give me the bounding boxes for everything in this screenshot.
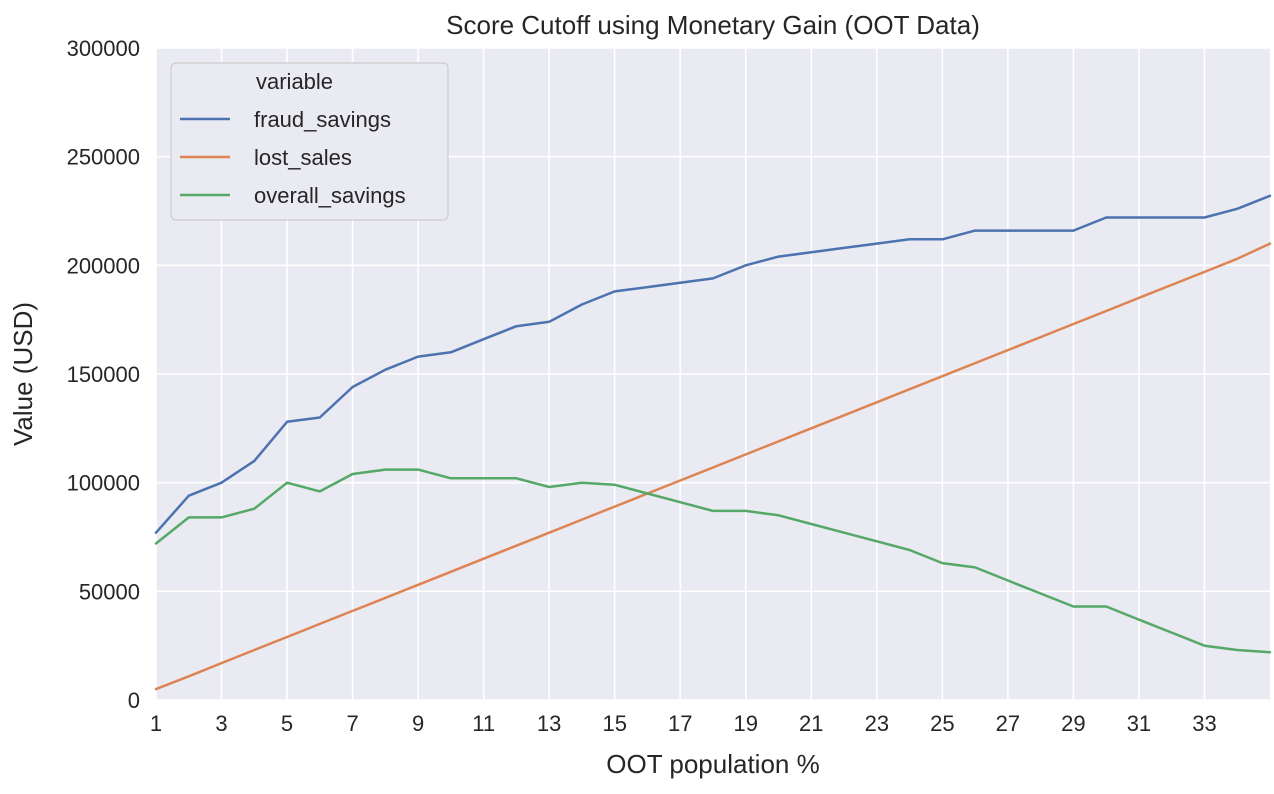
x-tick-label: 19 xyxy=(734,711,758,736)
x-tick-label: 29 xyxy=(1061,711,1085,736)
series-line-fraud-savings xyxy=(154,194,1272,534)
x-tick-label: 33 xyxy=(1192,711,1216,736)
x-tick-label: 13 xyxy=(537,711,561,736)
y-tick-label: 100000 xyxy=(67,471,140,496)
y-tick-label: 50000 xyxy=(79,579,140,604)
x-tick-labels: 1 3 5 7 9 11 13 15 17 19 21 23 25 27 29 31 33 xyxy=(150,711,1217,736)
y-axis-label: Value (USD) xyxy=(8,302,38,446)
x-tick-label: 3 xyxy=(215,711,227,736)
chart-title: Score Cutoff using Monetary Gain (OOT Da… xyxy=(446,10,980,40)
x-tick-label: 21 xyxy=(799,711,823,736)
series-line-lost-sales xyxy=(154,242,1272,691)
legend: variable fraud_savings lost_sales overal… xyxy=(170,62,449,221)
y-tick-label: 150000 xyxy=(67,362,140,387)
legend-label-overall-savings: overall_savings xyxy=(254,183,406,208)
legend-title: variable xyxy=(256,69,333,94)
legend-box xyxy=(170,62,449,221)
x-tick-label: 31 xyxy=(1127,711,1151,736)
x-tick-label: 17 xyxy=(668,711,692,736)
legend-label-fraud-savings: fraud_savings xyxy=(254,107,391,132)
y-tick-labels: 0 50000 100000 150000 200000 250000 300000 xyxy=(67,36,140,713)
series-lines xyxy=(154,194,1272,691)
x-tick-label: 1 xyxy=(150,711,162,736)
legend-label-lost-sales: lost_sales xyxy=(254,145,352,170)
x-tick-label: 25 xyxy=(930,711,954,736)
y-tick-label: 250000 xyxy=(67,145,140,170)
x-tick-label: 23 xyxy=(865,711,889,736)
x-tick-label: 5 xyxy=(281,711,293,736)
x-tick-label: 9 xyxy=(412,711,424,736)
x-axis-label: OOT population % xyxy=(606,749,819,779)
x-tick-label: 11 xyxy=(472,711,495,736)
series-line-overall-savings xyxy=(154,468,1272,654)
y-tick-label: 0 xyxy=(128,688,140,713)
x-tick-label: 7 xyxy=(346,711,358,736)
y-tick-label: 200000 xyxy=(67,253,140,278)
x-tick-label: 15 xyxy=(602,711,626,736)
y-tick-label: 300000 xyxy=(67,36,140,61)
x-tick-label: 27 xyxy=(996,711,1020,736)
